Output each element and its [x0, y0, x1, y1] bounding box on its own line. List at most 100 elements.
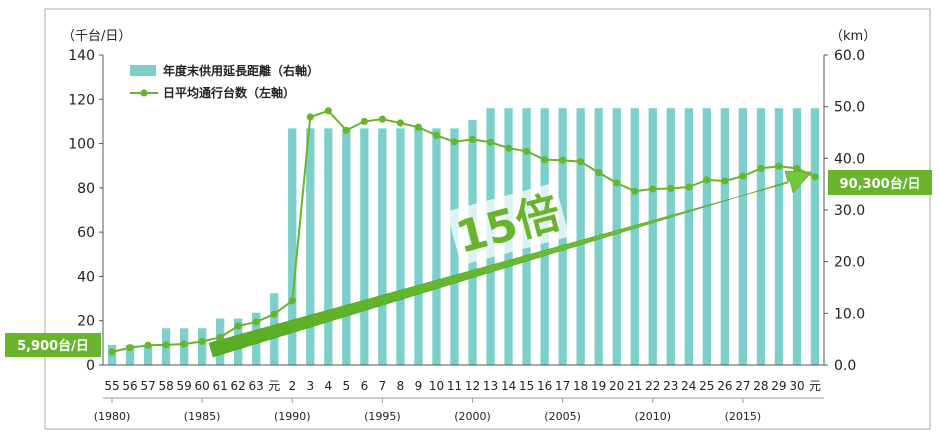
left-tick-label: 140: [68, 48, 95, 64]
line-point: [162, 341, 170, 349]
line-point: [234, 322, 242, 330]
x-tick-label: 10: [429, 379, 444, 393]
bar: [612, 108, 621, 365]
line-point: [198, 337, 206, 346]
bar: [810, 108, 820, 365]
line-point: [180, 340, 188, 348]
x-tick-label: 59: [176, 379, 191, 393]
bar: [414, 128, 423, 365]
right-tick-label: 60.0: [834, 48, 865, 64]
x-tick-label: 17: [555, 379, 570, 393]
bar: [396, 128, 405, 365]
line-point: [685, 183, 693, 191]
line-point: [360, 117, 368, 125]
line-point: [613, 179, 621, 187]
right-tick-labels: 0.0 10.0 20.0 30.0 40.0 50.0 60.0: [824, 48, 865, 374]
end-callout-box: [828, 170, 932, 195]
x-tick-label: 61: [213, 379, 228, 393]
line-series: [108, 107, 819, 356]
era-year-label: (1990): [274, 410, 311, 423]
line-point: [324, 107, 332, 115]
line-point: [270, 310, 278, 318]
line-point: [811, 173, 819, 181]
era-year-label: (2000): [454, 410, 491, 423]
x-tick-label: 22: [645, 379, 660, 393]
x-tick-label: 23: [663, 379, 678, 393]
x-tick-label: 60: [194, 379, 209, 393]
x-tick-label: 62: [231, 379, 246, 393]
bar: [792, 108, 802, 365]
line-point: [703, 176, 711, 184]
start-callout: 5,900台/日: [5, 333, 101, 357]
bar: [342, 128, 351, 365]
right-tick-label: 50.0: [834, 100, 865, 116]
line-point: [468, 135, 477, 143]
left-axis-unit: （千台/日）: [62, 29, 131, 44]
era-year-label: (2005): [544, 410, 581, 423]
legend-line-label: 日平均通行台数（左軸）: [163, 85, 295, 100]
left-tick-label: 60: [77, 225, 95, 241]
era-year-label: (1985): [184, 410, 221, 423]
bar: [630, 108, 639, 365]
end-callout: 90,300台/日: [828, 170, 932, 195]
right-axis-unit: （km）: [830, 29, 876, 44]
x-tick-label: 20: [609, 379, 624, 393]
line-point: [396, 119, 404, 127]
line-point: [649, 185, 657, 193]
left-tick-label: 20: [77, 314, 95, 330]
bar: [774, 108, 784, 365]
start-callout-text: 5,900台/日: [17, 338, 89, 354]
right-tick-label: 20.0: [834, 255, 865, 271]
line-point: [505, 144, 513, 152]
x-tick-label: 5: [342, 379, 350, 393]
line-point: [559, 156, 567, 164]
line-point: [126, 344, 134, 352]
line-point: [739, 172, 747, 180]
line-point: [108, 348, 116, 356]
x-tick-label: 13: [483, 379, 498, 393]
line-point: [757, 164, 765, 172]
x-tick-label: 27: [735, 379, 750, 393]
line-point: [144, 341, 152, 349]
x-tick-label: 24: [681, 379, 696, 393]
line-point: [378, 115, 386, 123]
line-point: [541, 156, 549, 164]
x-tick-label: 12: [465, 379, 480, 393]
legend-bar-swatch: [130, 65, 156, 76]
bar: [720, 108, 729, 365]
bar: [143, 344, 153, 365]
line-point: [486, 138, 495, 146]
growth-arrow: [208, 170, 813, 358]
bar: [324, 128, 333, 365]
line-point: [414, 123, 422, 131]
x-tick-label: 15: [519, 379, 534, 393]
x-tick-label: 26: [717, 379, 732, 393]
line-point: [793, 164, 801, 172]
x-tick-label: 25: [699, 379, 714, 393]
x-tick-label: 16: [537, 379, 552, 393]
x-tick-labels: 55 56 57 58 59 60 61 62 63 元 2 3 4 5 6 7 8 9 10 11 12 13 14 15 1…: [104, 379, 821, 393]
bar: [288, 128, 297, 365]
left-tick-label: 120: [68, 92, 95, 108]
x-tick-label: 57: [140, 379, 155, 393]
legend-bar-label: 年度末供用延長距離（右軸）: [163, 63, 319, 78]
left-tick-label: 0: [86, 358, 95, 374]
line-point: [667, 184, 675, 193]
line-point: [523, 147, 531, 155]
x-tick-label: 6: [361, 379, 369, 393]
line-point: [252, 318, 260, 326]
bar: [684, 108, 693, 365]
x-tick-label: 元: [809, 379, 821, 393]
right-tick-label: 0.0: [834, 358, 856, 374]
x-tick-label: 63: [249, 379, 264, 393]
line-point: [631, 187, 639, 195]
bar: [738, 108, 747, 365]
bar: [756, 108, 766, 365]
x-tick-label: 55: [104, 379, 119, 393]
line-point: [775, 162, 783, 170]
line-point: [306, 113, 314, 121]
era-year-label: (2015): [725, 410, 762, 423]
line-point: [288, 297, 296, 305]
x-tick-label: 28: [753, 379, 768, 393]
